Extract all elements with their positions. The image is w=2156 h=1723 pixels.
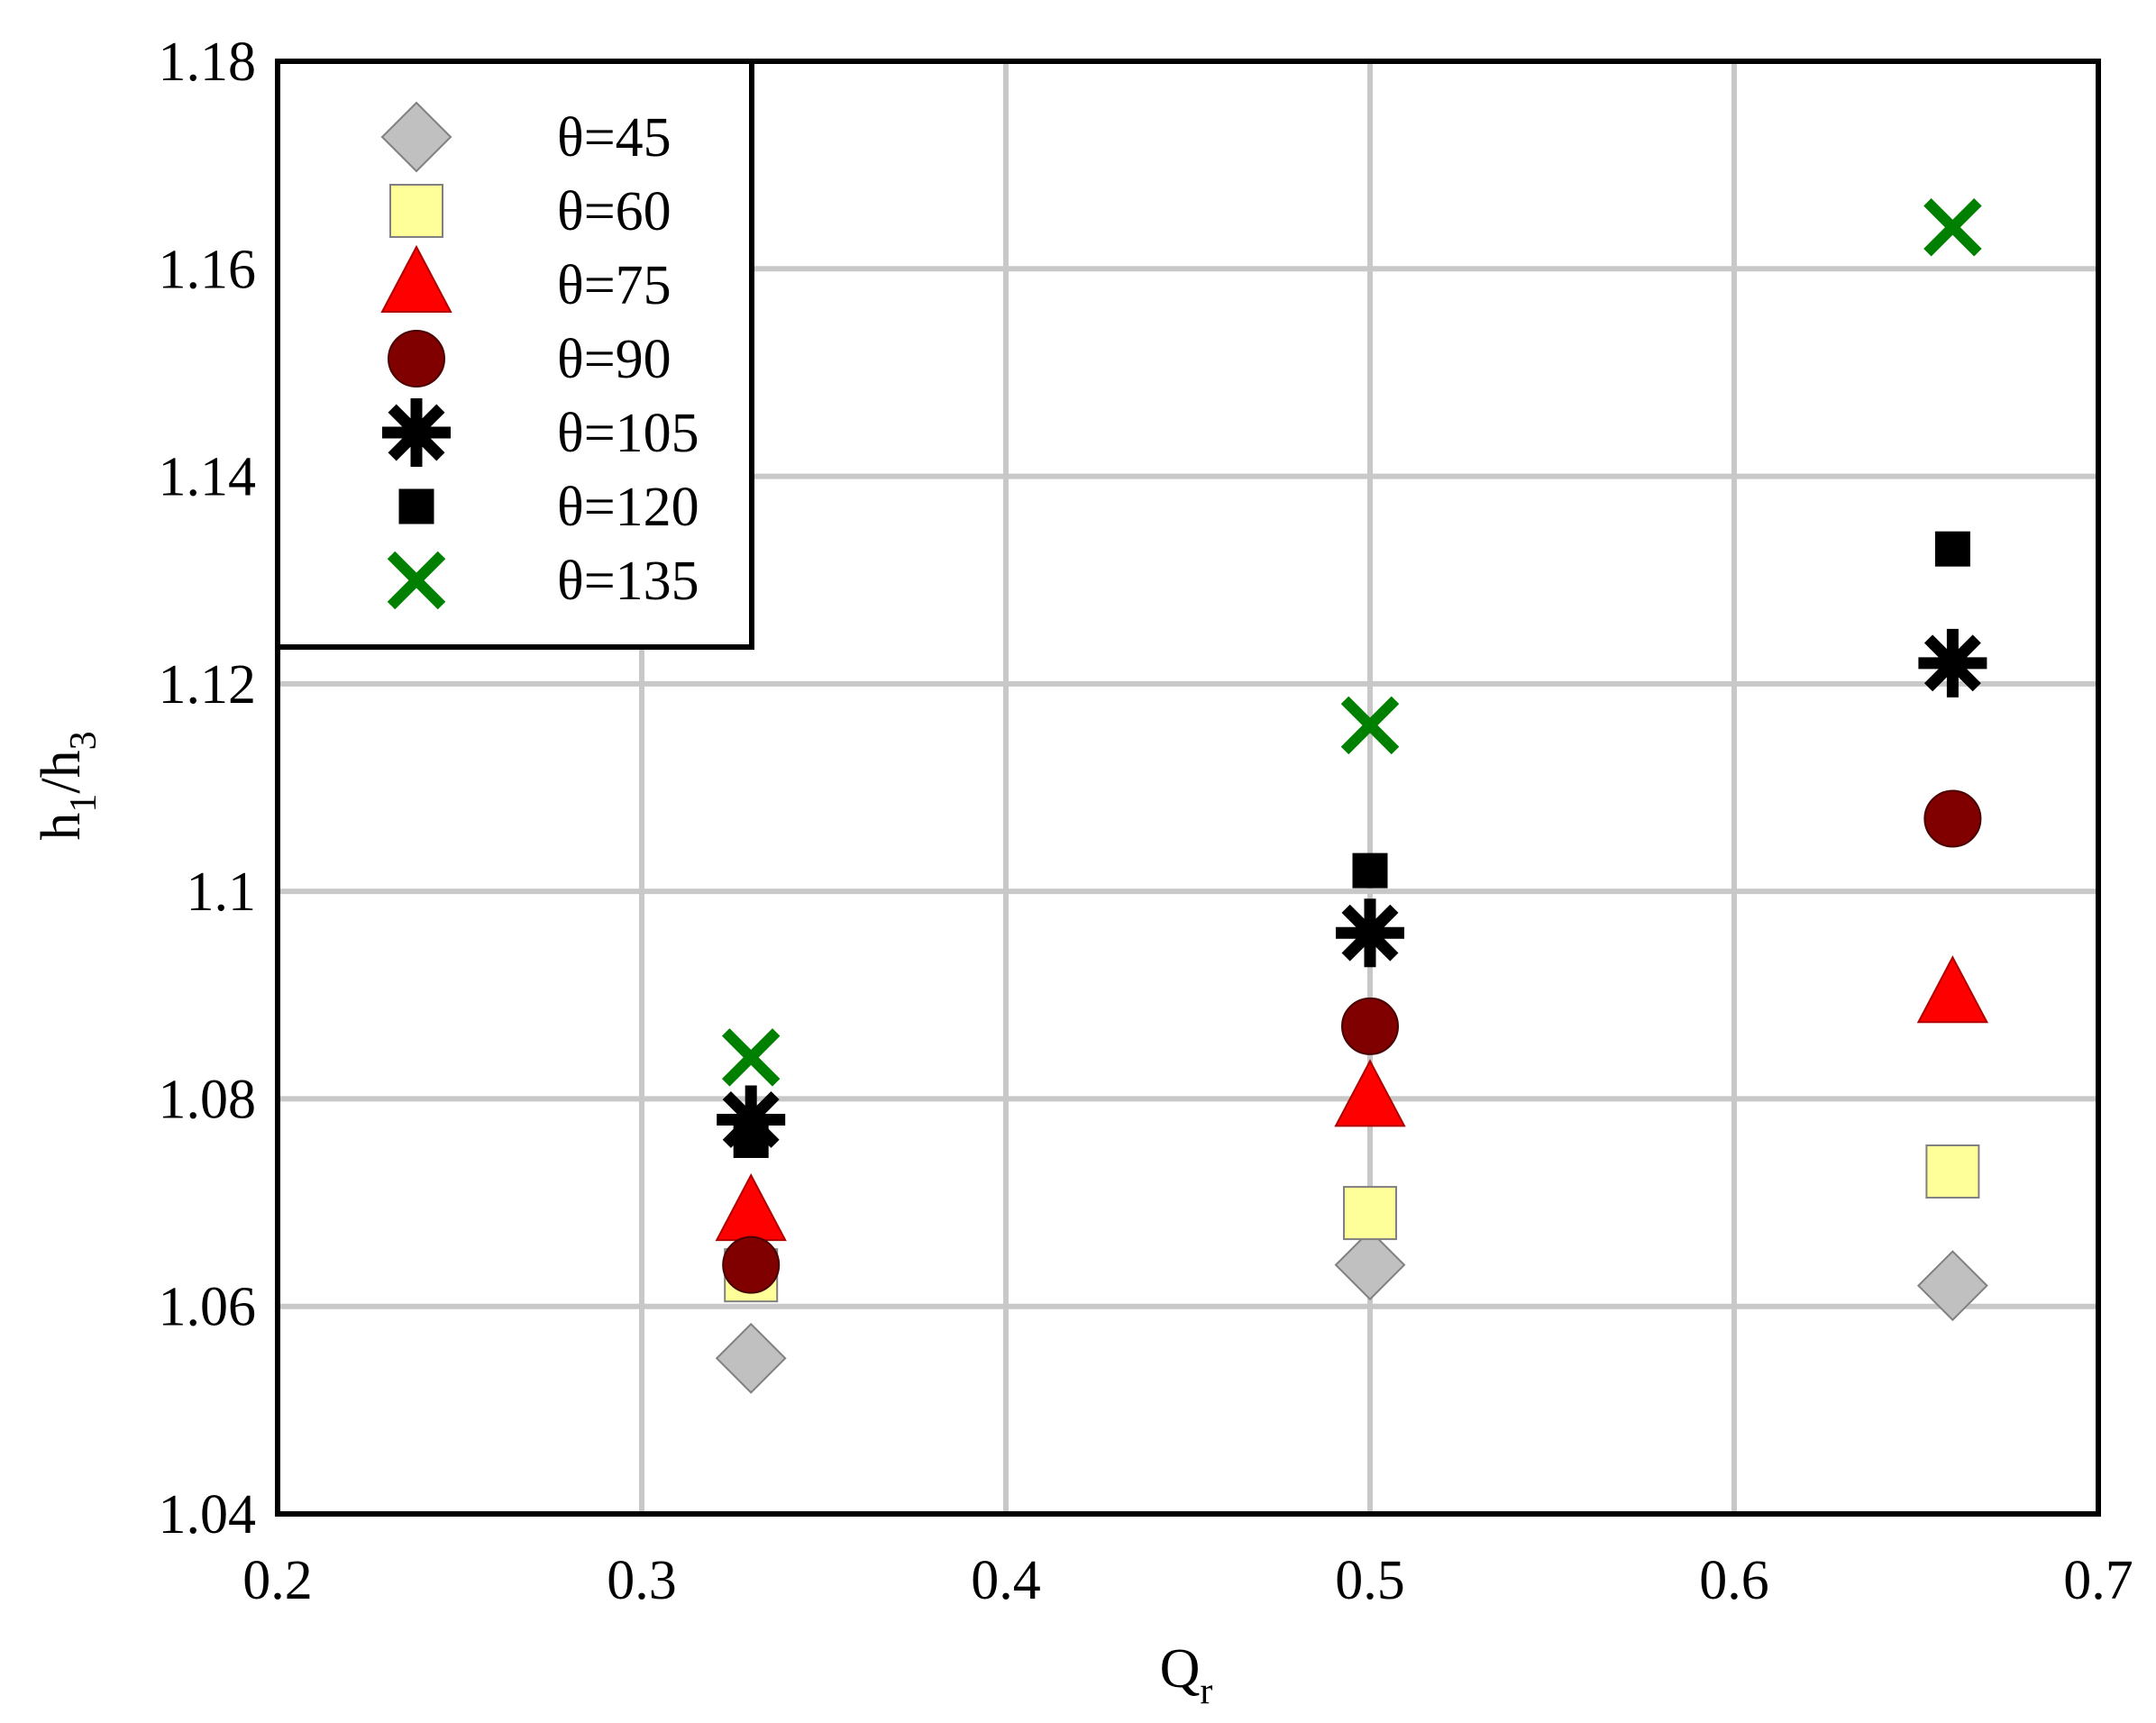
x-stroke xyxy=(387,551,446,610)
x-tick-label: 0.3 xyxy=(607,1550,677,1611)
legend-label: θ=105 xyxy=(557,403,699,464)
x-axis-title-sub: r xyxy=(1200,1671,1212,1712)
data-point xyxy=(1336,898,1404,968)
y-axis-title-h: h xyxy=(31,813,92,841)
data-point xyxy=(1925,1144,1980,1199)
legend-item: θ=60 xyxy=(389,181,671,242)
legend-item: θ=120 xyxy=(398,477,699,538)
x-stroke xyxy=(1340,696,1400,755)
x-stroke xyxy=(721,1028,781,1087)
legend-label: θ=90 xyxy=(557,329,671,390)
legend-marker xyxy=(380,101,452,173)
data-point xyxy=(1343,1186,1397,1241)
x-tick-label: 0.4 xyxy=(971,1550,1041,1611)
data-point xyxy=(1923,789,1982,848)
y-tick-label: 1.1 xyxy=(187,862,257,923)
y-tick-label: 1.16 xyxy=(159,239,257,300)
data-point xyxy=(733,1122,769,1158)
legend-items: θ=45 θ=60 θ=75 θ=90 θ=105 θ=120 θ=135 xyxy=(380,101,699,612)
x-tick-label: 0.2 xyxy=(242,1550,313,1611)
data-point xyxy=(722,1235,781,1294)
legend-item: θ=105 xyxy=(382,398,699,467)
legend-box xyxy=(275,59,754,650)
legend-marker xyxy=(388,330,445,387)
data-point xyxy=(1916,1250,1988,1322)
series-6 xyxy=(721,197,1982,1087)
plot-frame xyxy=(275,59,2101,1517)
legend-marker xyxy=(398,488,434,524)
x-tick-label: 0.7 xyxy=(2063,1550,2133,1611)
legend-marker xyxy=(389,184,443,238)
data-point xyxy=(1352,852,1388,889)
y-tick-label: 1.08 xyxy=(159,1069,257,1130)
legend-item: θ=90 xyxy=(388,329,671,390)
y-tick-label: 1.12 xyxy=(159,654,257,716)
x-stroke xyxy=(1923,197,1982,257)
data-point xyxy=(1341,997,1399,1055)
star-stroke xyxy=(1341,904,1399,962)
y-tick-label: 1.06 xyxy=(159,1277,257,1338)
data-point xyxy=(1918,628,1987,697)
data-point xyxy=(1916,955,1989,1024)
series-4 xyxy=(717,628,1987,1154)
legend-marker xyxy=(380,244,452,313)
legend-label: θ=75 xyxy=(557,255,671,316)
data-point xyxy=(721,1028,781,1087)
legend-label: θ=60 xyxy=(557,181,671,242)
y-axis-title-sub2: 3 xyxy=(63,731,105,750)
x-tick-label: 0.6 xyxy=(1699,1550,1769,1611)
legend-label: θ=120 xyxy=(557,477,699,538)
y-axis-title-mid: /h xyxy=(31,750,92,793)
data-point xyxy=(1340,696,1400,755)
legend-label: θ=135 xyxy=(557,551,699,612)
series-2 xyxy=(715,955,1989,1242)
y-axis-title-sub1: 1 xyxy=(63,794,105,813)
legend-label: θ=45 xyxy=(557,107,671,169)
tick-labels: 0.2 0.3 0.4 0.5 0.6 0.7 1.04 1.06 1.08 1.1 1.12 1.1… xyxy=(159,32,2133,1611)
legend-item: θ=135 xyxy=(387,551,699,612)
data-point xyxy=(1934,531,1970,567)
legend-marker xyxy=(387,551,446,610)
data-point xyxy=(1334,1059,1406,1127)
legend-marker xyxy=(382,398,451,467)
legend: θ=45 θ=60 θ=75 θ=90 θ=105 θ=120 θ=135 xyxy=(275,59,754,650)
legend-item: θ=45 xyxy=(380,101,671,173)
y-tick-label: 1.18 xyxy=(159,32,257,93)
data-points xyxy=(715,197,1989,1394)
y-axis-title: h1/h3 xyxy=(31,731,105,840)
series-5 xyxy=(733,531,1970,1158)
data-point xyxy=(715,1322,787,1394)
series-0 xyxy=(715,1229,1988,1394)
data-point xyxy=(1923,197,1982,257)
x-axis-title: Qr xyxy=(1160,1638,1213,1712)
star-stroke xyxy=(1923,634,1981,692)
y-tick-label: 1.04 xyxy=(159,1484,257,1545)
legend-item: θ=75 xyxy=(380,244,671,316)
series-3 xyxy=(722,789,1982,1294)
data-point xyxy=(1334,1229,1406,1301)
y-tick-label: 1.14 xyxy=(159,447,257,508)
x-tick-label: 0.5 xyxy=(1335,1550,1405,1611)
star-stroke xyxy=(388,404,445,461)
x-axis-title-main: Q xyxy=(1160,1638,1201,1700)
